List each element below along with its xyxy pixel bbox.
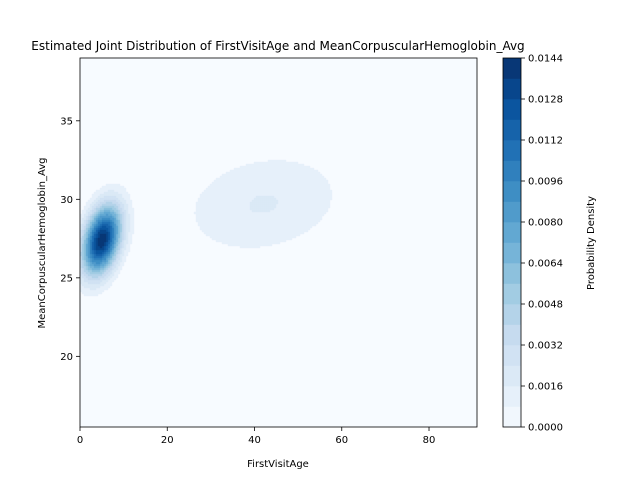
contour-level-17 bbox=[97, 233, 107, 249]
contour-level-1 bbox=[80, 159, 333, 297]
colorbar-band bbox=[503, 160, 521, 182]
colorbar-band bbox=[503, 345, 521, 366]
y-tick-label: 35 bbox=[60, 116, 73, 127]
colorbar-tick-label: 0.0000 bbox=[528, 423, 563, 434]
colorbar-band bbox=[503, 222, 521, 243]
colorbar-tick-label: 0.0144 bbox=[528, 54, 563, 65]
colorbar-band bbox=[503, 263, 521, 284]
colorbar-tick-label: 0.0064 bbox=[528, 259, 563, 270]
colorbar-tick-label: 0.0096 bbox=[528, 177, 563, 188]
colorbar-tick-label: 0.0128 bbox=[528, 95, 563, 106]
colorbar-band bbox=[503, 58, 521, 79]
x-tick-label: 40 bbox=[248, 435, 261, 446]
colorbar-tick-label: 0.0032 bbox=[528, 341, 563, 352]
plot-area bbox=[79, 57, 478, 428]
colorbar-band bbox=[503, 181, 521, 202]
colorbar-band bbox=[503, 201, 521, 223]
colorbar-tick-label: 0.0016 bbox=[528, 382, 563, 393]
colorbar-ticks: 0.0000 0.0016 0.0032 0.0048 0.0064 0.0080 0.00… bbox=[521, 54, 563, 434]
colorbar-band bbox=[503, 304, 521, 325]
colorbar-bands bbox=[503, 58, 521, 428]
colorbar-tick-label: 0.0112 bbox=[528, 136, 563, 147]
y-axis-label: MeanCorpuscularHemoglobin_Avg bbox=[37, 158, 48, 329]
chart-title: Estimated Joint Distribution of FirstVis… bbox=[31, 39, 524, 53]
colorbar-band bbox=[503, 283, 521, 305]
colorbar-band bbox=[503, 119, 521, 141]
plot-frame bbox=[79, 57, 478, 428]
colorbar-band bbox=[503, 365, 521, 387]
colorbar: 0.0000 0.0016 0.0032 0.0048 0.0064 0.0080 0.00… bbox=[502, 54, 597, 434]
x-tick-label: 0 bbox=[77, 435, 83, 446]
colorbar-label: Probability Density bbox=[586, 196, 597, 290]
x-tick-label: 20 bbox=[161, 435, 174, 446]
x-axis: 0 20 40 60 80 bbox=[77, 427, 436, 446]
colorbar-band bbox=[503, 78, 521, 100]
y-axis: 20 25 30 35 bbox=[60, 116, 80, 363]
y-tick-label: 25 bbox=[60, 273, 73, 284]
colorbar-band bbox=[503, 386, 521, 407]
y-tick-label: 20 bbox=[60, 352, 73, 363]
colorbar-band bbox=[503, 242, 521, 264]
x-tick-label: 60 bbox=[335, 435, 348, 446]
x-tick-label: 80 bbox=[423, 435, 436, 446]
x-axis-label: FirstVisitAge bbox=[247, 459, 309, 470]
colorbar-tick-label: 0.0048 bbox=[528, 300, 563, 311]
colorbar-band bbox=[503, 99, 521, 120]
colorbar-frame bbox=[502, 57, 522, 428]
contour-level-2 bbox=[80, 189, 279, 291]
colorbar-band bbox=[503, 324, 521, 346]
y-tick-label: 30 bbox=[60, 195, 73, 206]
colorbar-band bbox=[503, 140, 521, 161]
density-contours bbox=[80, 159, 333, 297]
colorbar-band bbox=[503, 406, 521, 428]
colorbar-tick-label: 0.0080 bbox=[528, 218, 563, 229]
